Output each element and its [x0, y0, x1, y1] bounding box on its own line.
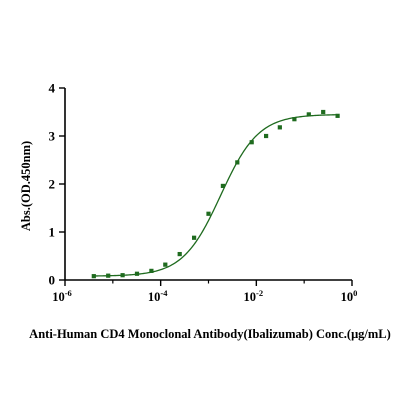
- data-point: [192, 235, 197, 240]
- data-point: [292, 117, 297, 122]
- data-point: [264, 133, 269, 139]
- data-point: [120, 273, 125, 278]
- data-point: [91, 274, 96, 279]
- data-point: [321, 109, 326, 115]
- data-point: [163, 262, 168, 267]
- y-tick-label: 2: [49, 177, 56, 192]
- data-point: [177, 251, 182, 257]
- data-point: [335, 113, 340, 118]
- y-tick-label: 1: [49, 225, 56, 240]
- y-tick-label: 3: [49, 129, 56, 144]
- data-point: [235, 160, 240, 165]
- plot-area: [91, 109, 340, 279]
- y-tick-label: 4: [49, 81, 56, 96]
- axes: 0 1 2 3 4 10-6 10-4 10-2 100: [49, 81, 358, 305]
- y-axis-title: Abs.(OD.450nm): [19, 141, 33, 231]
- x-tick-label: 10-2: [244, 288, 264, 304]
- data-point: [149, 268, 154, 273]
- data-point: [206, 211, 211, 216]
- data-point: [249, 140, 254, 145]
- y-tick-label: 0: [49, 273, 56, 288]
- fit-curve: [93, 114, 338, 277]
- data-point: [277, 125, 282, 130]
- data-point: [306, 112, 311, 117]
- data-point: [134, 271, 140, 276]
- data-point: [220, 183, 225, 189]
- x-tick-label: 10-4: [148, 288, 168, 304]
- x-tick-label: 10-6: [52, 288, 72, 304]
- x-axis-title: Anti-Human CD4 Monoclonal Antibody(Ibali…: [29, 327, 391, 341]
- data-point: [106, 273, 111, 278]
- x-tick-label: 100: [341, 288, 358, 304]
